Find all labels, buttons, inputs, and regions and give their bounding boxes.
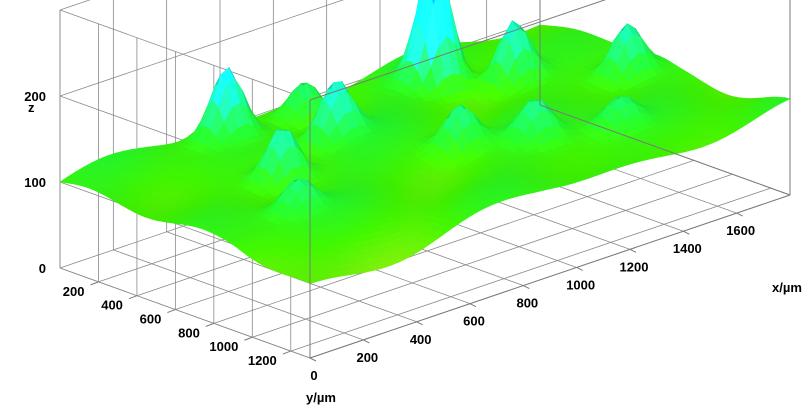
- x-tick-mark: [576, 266, 583, 271]
- x-tick-mark: [523, 285, 530, 290]
- x-tick-label: 1200: [620, 259, 649, 274]
- bounding-box: [90, 0, 791, 362]
- x-tick-mark: [736, 212, 743, 217]
- y-tick-mark: [167, 309, 176, 314]
- x-axis-label: x/µm: [772, 280, 802, 295]
- z-tick-label: 200: [24, 89, 46, 104]
- grid-line: [59, 9, 311, 101]
- x-tick-label: 600: [463, 314, 485, 329]
- y-tick-label: 1200: [248, 353, 277, 368]
- x-tick-mark: [416, 321, 423, 326]
- y-tick-label: 600: [140, 312, 162, 327]
- x-tick-label: 1000: [566, 277, 595, 292]
- y-tick-label: 400: [101, 298, 123, 313]
- y-tick-mark: [282, 350, 291, 355]
- z-tick-label: 100: [24, 175, 46, 190]
- y-tick-label: 1000: [209, 339, 238, 354]
- x-tick-label: 1400: [673, 241, 702, 256]
- y-tick-mark: [205, 322, 215, 327]
- tick-labels: 0200400600800100012001400160020040060080…: [24, 89, 755, 383]
- z-axis-label: z: [28, 100, 35, 115]
- box-edge: [309, 0, 607, 101]
- x-tick-mark: [363, 339, 370, 344]
- x-tick-label: 1600: [726, 223, 755, 238]
- y-tick-label: 200: [63, 284, 85, 299]
- x-tick-mark: [683, 230, 690, 235]
- surface-patch: [413, 0, 424, 25]
- grid-line: [213, 160, 694, 324]
- x-tick-mark: [469, 303, 477, 308]
- box-edge: [539, 104, 791, 196]
- x-tick-label: 400: [410, 332, 432, 347]
- x-tick-mark: [309, 357, 317, 362]
- grid-line: [113, 249, 364, 341]
- x-tick-label: 200: [356, 350, 378, 365]
- y-tick-mark: [90, 281, 99, 286]
- y-tick-label: 800: [178, 325, 200, 340]
- grid-line: [290, 187, 771, 352]
- box-edge: [309, 194, 791, 359]
- y-axis-label: y/µm: [306, 390, 336, 405]
- grid-line: [252, 173, 733, 338]
- surface-patch: [408, 0, 419, 42]
- y-tick-mark: [244, 336, 253, 341]
- grid-line: [59, 0, 91, 11]
- grid-line: [59, 0, 344, 97]
- grid-line: [59, 267, 311, 359]
- x-tick-mark: [629, 248, 637, 253]
- y-tick-mark: [128, 295, 138, 300]
- x-tick-label: 800: [516, 296, 538, 311]
- x-tick-label: 0: [310, 368, 317, 383]
- z-tick-label: 0: [39, 261, 46, 276]
- surface-mesh: [59, 0, 791, 284]
